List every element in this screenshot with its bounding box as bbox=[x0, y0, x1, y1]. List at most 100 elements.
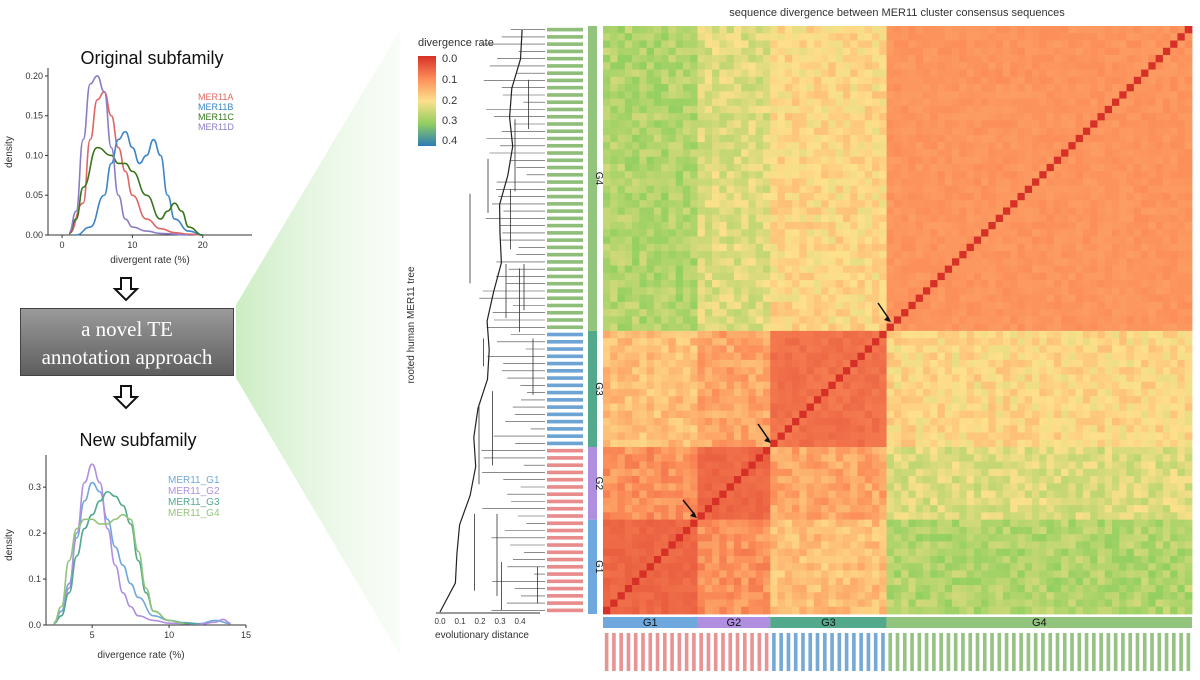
heatmap-cell bbox=[799, 222, 807, 230]
heatmap-cell bbox=[1032, 40, 1040, 49]
heatmap-cell bbox=[813, 359, 822, 368]
heatmap-cell bbox=[719, 222, 728, 230]
heatmap-cell bbox=[697, 69, 706, 78]
heatmap-cell bbox=[726, 47, 735, 56]
heatmap-cell bbox=[617, 381, 626, 390]
heatmap-cell bbox=[813, 142, 822, 150]
heatmap-cell bbox=[1141, 374, 1149, 383]
heatmap-cell bbox=[632, 76, 640, 85]
heatmap-cell bbox=[864, 134, 873, 143]
heatmap-cell bbox=[697, 287, 706, 295]
heatmap-cell bbox=[893, 142, 902, 150]
heatmap-cell bbox=[1112, 418, 1120, 426]
down-arrow-icon bbox=[112, 385, 140, 410]
heatmap-cell bbox=[850, 40, 858, 49]
heatmap-cell bbox=[959, 359, 967, 368]
heatmap-cell bbox=[610, 280, 618, 288]
heatmap-cell bbox=[617, 374, 626, 383]
heatmap-cell bbox=[1010, 178, 1018, 187]
heatmap-cell bbox=[784, 142, 793, 150]
heatmap-cell bbox=[603, 258, 611, 266]
heatmap-cell bbox=[770, 113, 778, 121]
heatmap-cell bbox=[755, 98, 764, 107]
heatmap-cell bbox=[1024, 207, 1033, 216]
heatmap-cell bbox=[966, 367, 975, 375]
heatmap-cell bbox=[792, 359, 800, 368]
heatmap-cell bbox=[733, 410, 742, 419]
heatmap-cell bbox=[1032, 316, 1040, 325]
heatmap-cell bbox=[1155, 418, 1164, 426]
heatmap-cell bbox=[603, 403, 611, 412]
heatmap-cell bbox=[842, 236, 851, 245]
heatmap-cell bbox=[828, 134, 837, 143]
heatmap-cell bbox=[624, 113, 633, 121]
heatmap-cell bbox=[944, 396, 953, 404]
heatmap-cell bbox=[748, 243, 757, 252]
heatmap-cell bbox=[1032, 156, 1040, 165]
leaf-label-mark bbox=[547, 310, 583, 315]
heatmap-cell bbox=[792, 330, 800, 339]
leaf-label-mark bbox=[547, 107, 583, 112]
heatmap-cell bbox=[675, 418, 684, 426]
heatmap-cell bbox=[857, 113, 866, 121]
heatmap-cell bbox=[988, 178, 997, 187]
heatmap-cell bbox=[1155, 47, 1164, 56]
heatmap-cell bbox=[1148, 352, 1157, 361]
heatmap-cell bbox=[1148, 207, 1157, 216]
heatmap-cell bbox=[1184, 214, 1193, 223]
heatmap-cell bbox=[1053, 98, 1062, 107]
heatmap-cell bbox=[842, 142, 851, 150]
heatmap-cell bbox=[959, 272, 967, 281]
heatmap-cell bbox=[1184, 91, 1193, 99]
heatmap-cell bbox=[770, 214, 778, 223]
heatmap-cell bbox=[1126, 62, 1135, 70]
heatmap-cell bbox=[988, 185, 997, 194]
heatmap-cell bbox=[872, 418, 880, 426]
heatmap-cell bbox=[1075, 185, 1084, 194]
heatmap-cell bbox=[1017, 381, 1026, 390]
heatmap-cell bbox=[893, 163, 902, 172]
heatmap-cell bbox=[1039, 192, 1047, 201]
heatmap-cell bbox=[741, 294, 749, 303]
heatmap-cell bbox=[1104, 432, 1113, 441]
heatmap-cell bbox=[944, 410, 953, 419]
heatmap-cell bbox=[973, 410, 982, 419]
heatmap-cell bbox=[770, 403, 778, 412]
heatmap-cell bbox=[930, 410, 938, 419]
heatmap-cell bbox=[930, 127, 938, 136]
heatmap-cell bbox=[1104, 127, 1113, 136]
heatmap-cell bbox=[908, 447, 917, 455]
heatmap-cell bbox=[632, 338, 640, 346]
heatmap-cell bbox=[624, 280, 633, 288]
heatmap-cell bbox=[988, 127, 997, 136]
heatmap-cell bbox=[864, 40, 873, 49]
heatmap-cell bbox=[1068, 91, 1077, 99]
heatmap-cell bbox=[872, 47, 880, 56]
heatmap-cell bbox=[1112, 425, 1120, 433]
heatmap-cell bbox=[813, 207, 822, 216]
heatmap-cell bbox=[762, 418, 771, 426]
heatmap-cell bbox=[748, 432, 757, 441]
heatmap-cell bbox=[770, 127, 778, 136]
heatmap-cell bbox=[821, 374, 829, 383]
heatmap-cell bbox=[1068, 40, 1077, 49]
heatmap-cell bbox=[995, 425, 1004, 433]
heatmap-cell bbox=[770, 200, 778, 208]
heatmap-cell bbox=[821, 330, 829, 339]
heatmap-cell bbox=[1170, 359, 1178, 368]
heatmap-cell bbox=[1155, 258, 1164, 266]
heatmap-cell bbox=[610, 294, 618, 303]
heatmap-cell bbox=[995, 120, 1004, 129]
heatmap-cell bbox=[733, 265, 742, 274]
heatmap-cell bbox=[930, 265, 938, 274]
heatmap-cell bbox=[1002, 447, 1011, 455]
heatmap-cell bbox=[1162, 410, 1171, 419]
heatmap-cell bbox=[784, 178, 793, 187]
heatmap-cell bbox=[995, 316, 1004, 325]
heatmap-cell bbox=[1177, 396, 1186, 404]
heatmap-cell bbox=[1032, 367, 1040, 375]
heatmap-cell bbox=[959, 33, 967, 41]
heatmap-cell bbox=[872, 432, 880, 441]
heatmap-cell bbox=[784, 381, 793, 390]
heatmap-cell bbox=[762, 113, 771, 121]
